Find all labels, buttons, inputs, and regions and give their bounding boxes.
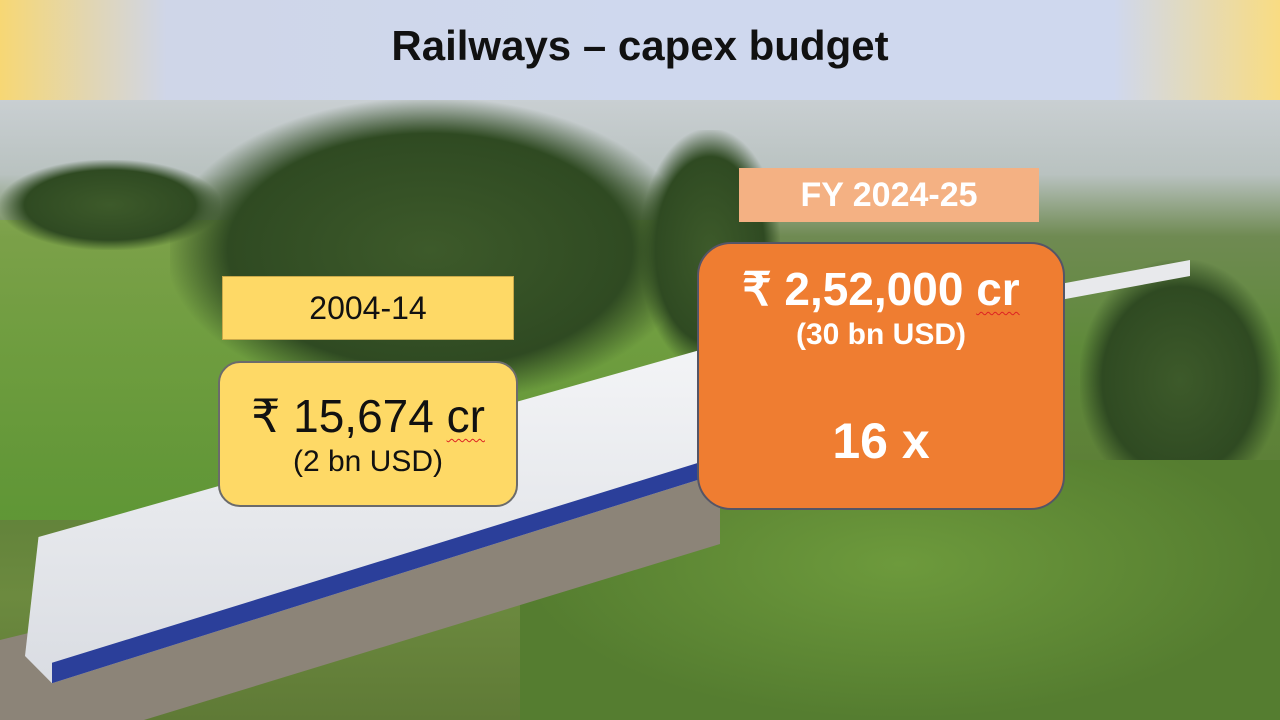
- capex-amount: ₹ 2,52,000 cr: [742, 262, 1019, 316]
- trees: [0, 160, 220, 250]
- train-photo-background: [0, 100, 1280, 720]
- slide-header: Railways – capex budget: [0, 0, 1280, 100]
- usd-equivalent: (30 bn USD): [795, 318, 966, 351]
- period-label-fy2024-25: FY 2024-25: [739, 168, 1039, 222]
- amount-unit: cr: [976, 263, 1020, 315]
- amount-value: 2,52,000: [784, 263, 964, 315]
- usd-equivalent: (2 bn USD): [292, 445, 444, 478]
- amount-unit: cr: [446, 390, 485, 442]
- capex-box-2004-14: ₹ 15,674 cr (2 bn USD): [218, 361, 518, 507]
- period-label-text: 2004-14: [309, 289, 427, 326]
- rupee-symbol: ₹: [742, 263, 772, 315]
- trees: [170, 100, 690, 400]
- growth-multiplier: 16 x: [832, 413, 930, 469]
- amount-value: 15,674: [293, 390, 434, 442]
- period-label-2004-14: 2004-14: [222, 276, 514, 340]
- rupee-symbol: ₹: [251, 390, 281, 442]
- period-label-text: FY 2024-25: [800, 175, 978, 214]
- slide-title: Railways – capex budget: [391, 22, 889, 69]
- capex-box-fy2024-25: ₹ 2,52,000 cr (30 bn USD) 16 x: [697, 242, 1065, 510]
- capex-amount: ₹ 15,674 cr: [251, 389, 485, 443]
